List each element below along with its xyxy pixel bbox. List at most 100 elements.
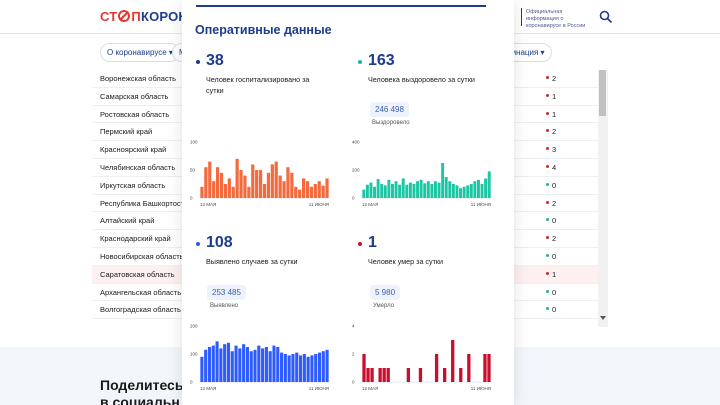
- nav-about-coronavirus[interactable]: О коронавирусе ▾: [100, 43, 180, 62]
- delta-value: 1: [552, 91, 557, 101]
- bar: [325, 178, 329, 198]
- bar: [204, 349, 208, 382]
- scroll-thumb[interactable]: [599, 70, 606, 116]
- bar: [455, 185, 459, 198]
- bar: [287, 355, 291, 382]
- region-death-delta: 0: [546, 284, 556, 301]
- bar: [280, 352, 284, 382]
- bar: [266, 172, 271, 198]
- region-name: Саратовская область: [100, 269, 175, 279]
- bar: [406, 368, 411, 382]
- bar: [262, 184, 267, 198]
- total-cases-label: Выявлено: [210, 303, 239, 309]
- y-tick-label: 100: [190, 352, 198, 357]
- bar: [418, 368, 423, 382]
- y-tick-label: 200: [352, 168, 360, 173]
- scroll-down-arrow-icon[interactable]: [600, 316, 606, 320]
- bar: [242, 344, 246, 382]
- bar: [286, 167, 290, 198]
- bar: [398, 184, 402, 198]
- region-name: Самарская область: [100, 91, 169, 101]
- bar: [362, 189, 366, 198]
- bar: [473, 181, 477, 198]
- stat-description: Человек умер за сутки: [368, 257, 444, 266]
- region-death-delta: 3: [546, 141, 556, 158]
- bar: [230, 351, 234, 382]
- region-death-delta: 2: [546, 70, 556, 87]
- bar: [298, 355, 303, 382]
- delta-dot-icon: [546, 129, 549, 133]
- bar: [215, 341, 219, 382]
- bar: [426, 181, 430, 198]
- bar: [442, 368, 447, 382]
- bar: [298, 189, 302, 198]
- region-death-delta: 0: [546, 248, 556, 265]
- x-label-end: 11 ИЮНЯ: [309, 202, 329, 207]
- stop-sign-icon: [118, 10, 131, 22]
- bar: [451, 340, 455, 382]
- stat-description: Человек госпитализировано за сутки: [206, 75, 310, 95]
- bar: [441, 163, 445, 198]
- stat-description: Выявлено случаев за сутки: [206, 257, 298, 266]
- region-death-delta: 2: [546, 123, 556, 140]
- bar: [387, 179, 391, 198]
- bar: [253, 349, 257, 382]
- bar: [278, 175, 282, 198]
- delta-dot-icon: [546, 164, 549, 168]
- bar: [283, 354, 287, 382]
- bar: [462, 186, 466, 198]
- region-name: Пермский край: [100, 127, 153, 137]
- delta-value: 1: [552, 109, 557, 119]
- delta-dot-icon: [546, 93, 549, 97]
- bar: [310, 355, 314, 382]
- y-tick-label: 0: [352, 380, 355, 385]
- total-cases-value: 253 485: [207, 285, 246, 300]
- delta-dot-icon: [546, 111, 549, 115]
- bar: [264, 347, 268, 382]
- delta-value: 2: [552, 198, 557, 208]
- region-death-delta: 0: [546, 301, 556, 318]
- bar: [219, 348, 223, 382]
- delta-value: 3: [552, 145, 557, 155]
- bar: [208, 161, 212, 198]
- total-deaths-value: 5 980: [370, 285, 401, 300]
- bar: [317, 352, 322, 382]
- region-list-scrollbar[interactable]: [598, 70, 608, 327]
- bar: [231, 186, 235, 198]
- x-label-start: 12 МАЯ: [200, 386, 216, 391]
- region-name: Ростовская область: [100, 109, 170, 119]
- bar: [200, 356, 204, 382]
- bar: [430, 184, 434, 198]
- y-tick-label: 0: [190, 196, 193, 201]
- bar: [394, 181, 398, 198]
- region-name: Иркутская область: [100, 180, 166, 190]
- delta-value: 2: [552, 74, 557, 83]
- stat-value: 38: [206, 52, 224, 69]
- delta-dot-icon: [546, 253, 549, 257]
- y-tick-label: 200: [190, 324, 198, 329]
- header-divider: [521, 8, 522, 26]
- total-recovered-label: Выздоровело: [372, 120, 410, 126]
- bar: [257, 345, 261, 382]
- bar: [416, 181, 420, 198]
- delta-dot-icon: [546, 218, 549, 222]
- bar: [251, 164, 255, 198]
- bar: [448, 181, 452, 198]
- y-tick-label: 2: [352, 352, 355, 357]
- bar: [227, 178, 231, 198]
- bar: [301, 178, 306, 198]
- bar: [235, 158, 239, 198]
- bar: [314, 354, 318, 382]
- bar: [451, 184, 455, 198]
- bar: [380, 184, 384, 198]
- search-icon[interactable]: [599, 10, 613, 24]
- region-death-delta: 4: [546, 159, 556, 176]
- bar: [321, 185, 325, 198]
- bar: [373, 186, 377, 198]
- y-tick-label: 4: [352, 324, 355, 329]
- region-death-delta: 1: [546, 88, 556, 105]
- region-name: Республика Башкортоста: [100, 198, 189, 208]
- bar: [390, 184, 394, 198]
- share-title: Поделитесь в социальн: [100, 377, 184, 405]
- x-label-start: 12 МАЯ: [200, 202, 216, 207]
